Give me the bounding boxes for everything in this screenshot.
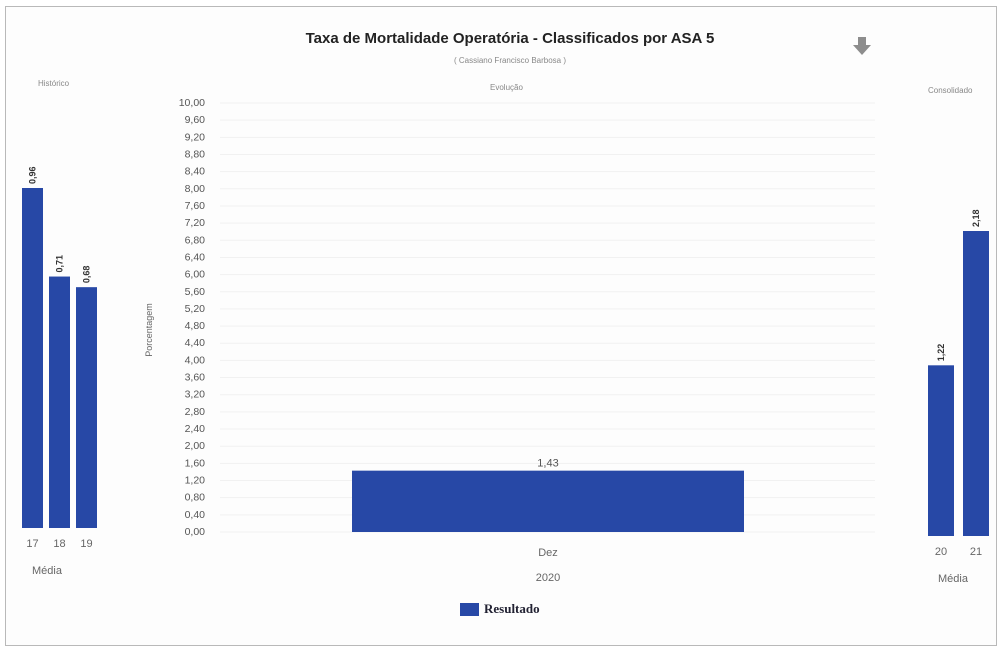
- y-tick-label: 4,00: [185, 354, 206, 366]
- consolidado-data-label-20: 1,22: [936, 344, 946, 362]
- y-tick-label: 5,60: [185, 286, 206, 298]
- y-tick-label: 3,60: [185, 372, 206, 384]
- historico-bar-18[interactable]: [49, 276, 70, 528]
- historico-x-tick-18: 18: [53, 538, 65, 550]
- y-tick-label: 7,60: [185, 200, 206, 212]
- y-tick-label: 4,40: [185, 337, 206, 349]
- evolucao-chart: 0,00 0,40 0,80 1,20 1,60 2,00 2,40 2,80 3,20 3,60…: [144, 97, 875, 584]
- consolidado-x-tick-21: 21: [970, 546, 982, 558]
- y-tick-label: 9,60: [185, 114, 206, 126]
- evolucao-bar-dez[interactable]: [352, 470, 744, 532]
- evolucao-x-tick-dez: Dez: [538, 547, 558, 559]
- evolucao-panel-title: Evolução: [490, 83, 523, 92]
- chart-title: Taxa de Mortalidade Operatória - Classif…: [305, 30, 715, 47]
- chart-subtitle: ( Cassiano Francisco Barbosa ): [453, 56, 567, 65]
- historico-x-axis-title: Média: [32, 565, 63, 577]
- legend-label: Resultado: [484, 601, 540, 616]
- consolidado-x-axis-title: Média: [938, 573, 969, 585]
- arrow-down-icon[interactable]: [852, 36, 872, 56]
- historico-x-tick-19: 19: [80, 538, 92, 550]
- y-tick-label: 1,20: [185, 475, 206, 487]
- y-tick-label: 0,80: [185, 492, 206, 504]
- historico-data-label-18: 0,71: [55, 255, 65, 273]
- y-tick-label: 3,20: [185, 389, 206, 401]
- y-tick-label: 1,60: [185, 457, 206, 469]
- historico-bar-19[interactable]: [76, 287, 97, 528]
- consolidado-panel-title: Consolidado: [928, 86, 973, 95]
- consolidado-x-tick-20: 20: [935, 546, 947, 558]
- evolucao-x-axis-title: 2020: [536, 572, 560, 584]
- y-tick-label: 4,80: [185, 320, 206, 332]
- y-tick-label: 0,40: [185, 509, 206, 521]
- y-tick-label: 2,80: [185, 406, 206, 418]
- historico-chart: 0,96 17 0,71 18 0,68 19 Média: [22, 166, 97, 577]
- y-tick-label: 5,20: [185, 303, 206, 315]
- legend-item-resultado[interactable]: Resultado: [460, 601, 540, 617]
- y-tick-label: 6,00: [185, 269, 206, 281]
- y-tick-label: 2,00: [185, 440, 206, 452]
- y-tick-label: 8,40: [185, 166, 206, 178]
- consolidado-data-label-21: 2,18: [971, 209, 981, 227]
- consolidado-chart: 1,22 20 2,18 21 Média: [928, 209, 989, 585]
- y-tick-label: 8,80: [185, 148, 206, 160]
- consolidado-bar-21[interactable]: [963, 231, 989, 536]
- y-axis-title: Porcentagem: [144, 303, 154, 357]
- legend-swatch: [460, 602, 479, 616]
- evolucao-data-label-dez: 1,43: [537, 458, 558, 470]
- historico-bar-17[interactable]: [22, 188, 43, 528]
- y-tick-label: 9,20: [185, 131, 206, 143]
- y-tick-label: 2,40: [185, 423, 206, 435]
- historico-data-label-19: 0,68: [82, 266, 92, 284]
- historico-panel-title: Histórico: [38, 79, 70, 88]
- historico-x-tick-17: 17: [26, 538, 38, 550]
- y-tick-label: 6,40: [185, 251, 206, 263]
- y-tick-label: 6,80: [185, 234, 206, 246]
- y-tick-label: 0,00: [185, 526, 206, 538]
- y-tick-label: 10,00: [179, 97, 205, 109]
- y-tick-label: 7,20: [185, 217, 206, 229]
- historico-data-label-17: 0,96: [28, 166, 38, 184]
- y-tick-label: 8,00: [185, 183, 206, 195]
- consolidado-bar-20[interactable]: [928, 365, 954, 536]
